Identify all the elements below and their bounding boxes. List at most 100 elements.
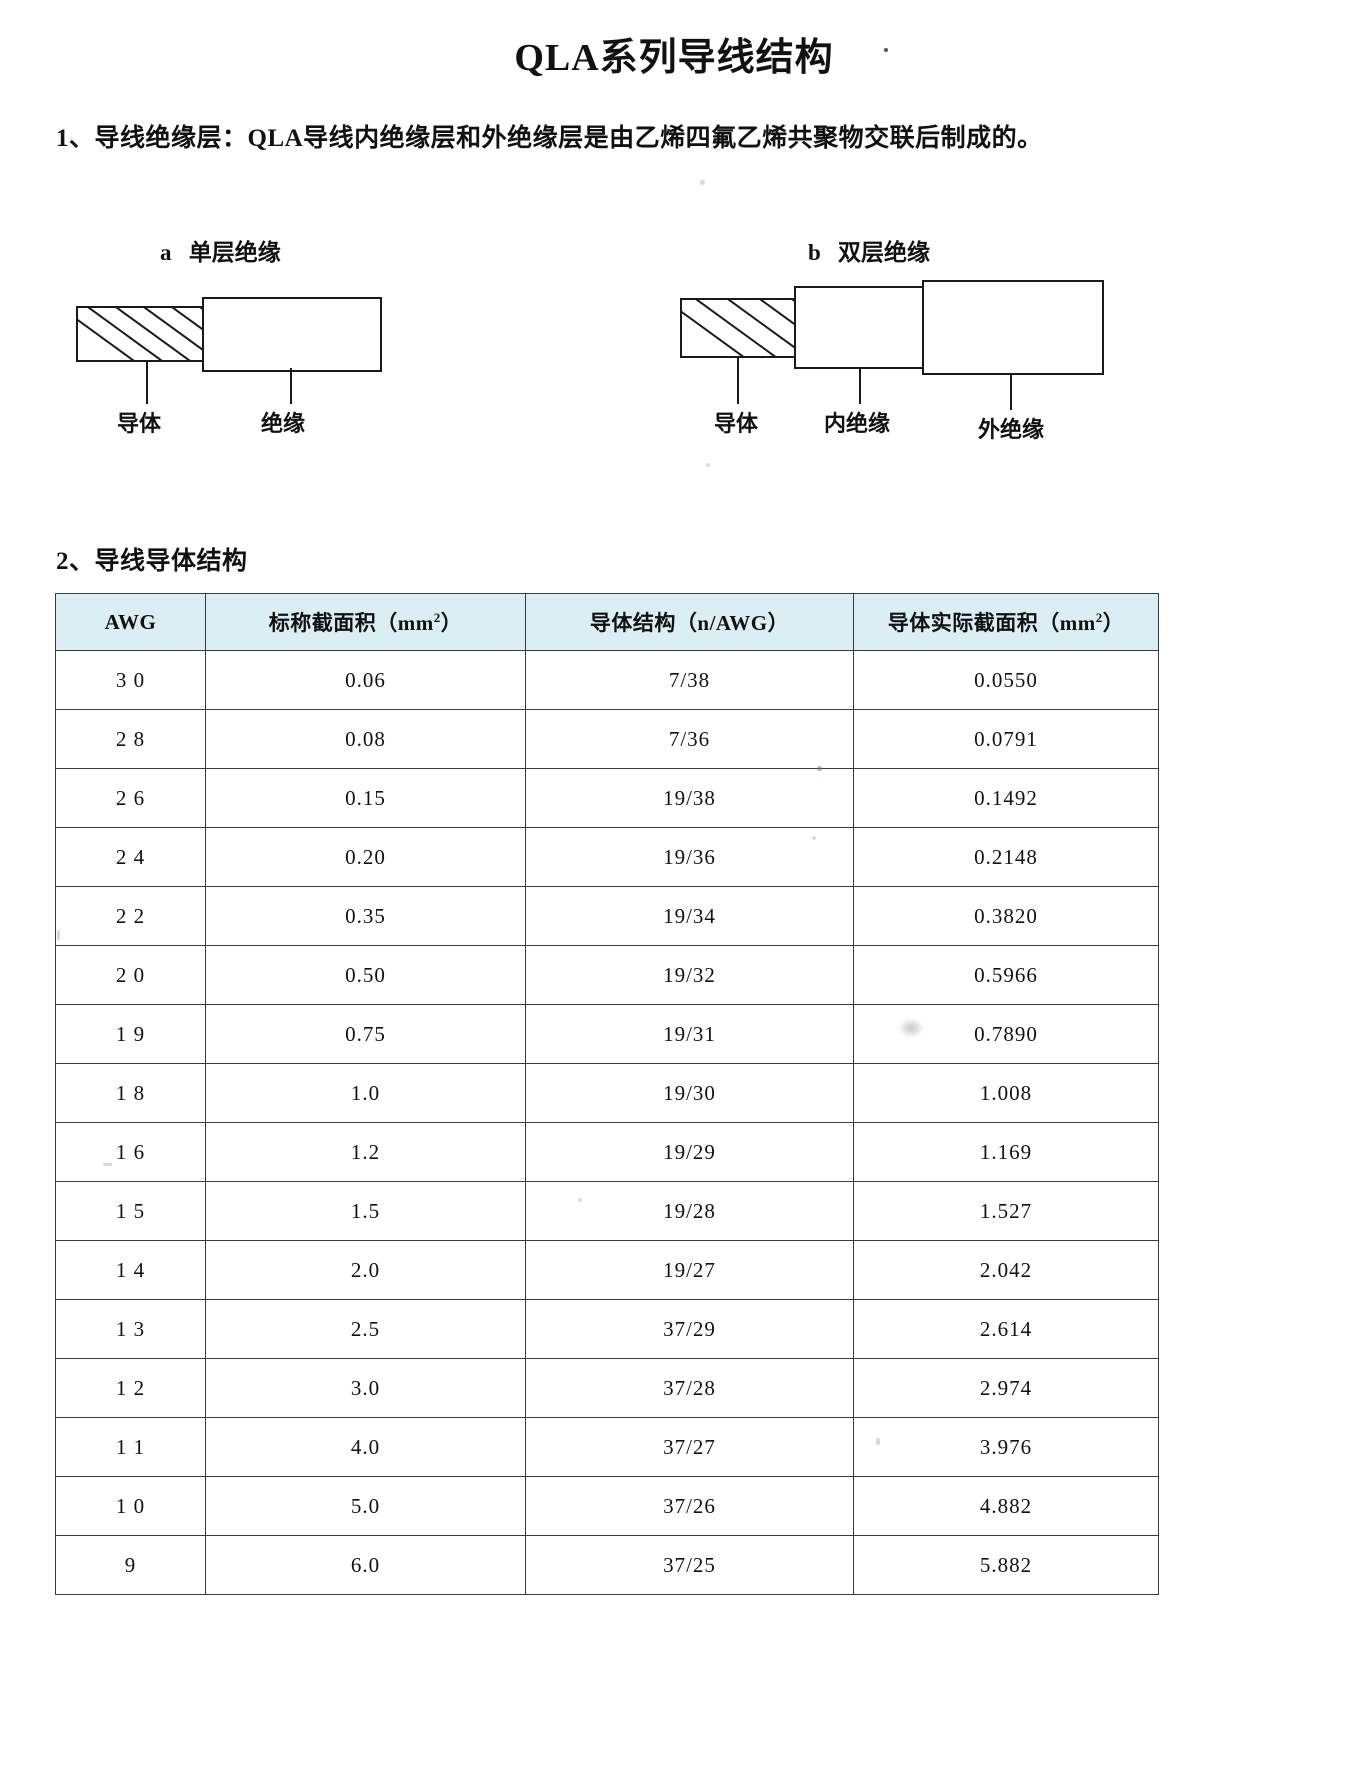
figure-a-caption: a 单层绝缘	[160, 233, 281, 267]
table-row: 1 4 2.0 19/27 2.042	[55, 1240, 1159, 1300]
leader-line-inner-insulation-b	[859, 367, 861, 404]
label-inner-insulation-b: 内绝缘	[824, 411, 891, 436]
scan-speck	[876, 1438, 880, 1445]
cell-structure: 19/31	[525, 1004, 854, 1064]
outer-insulation-block-b	[922, 280, 1104, 375]
column-header-actual-area: 导体实际截面积（mm2）	[853, 593, 1159, 651]
cell-nominal-area: 6.0	[205, 1535, 526, 1595]
table-row: 1 9 0.75 19/31 0.7890	[55, 1004, 1159, 1064]
section-2-heading: 2、导线导体结构	[56, 548, 248, 575]
cell-awg: 1 2	[55, 1358, 206, 1418]
scan-speck	[700, 180, 705, 185]
scan-speck	[706, 463, 710, 467]
superscript-2-actual: 2	[1095, 610, 1103, 625]
cell-awg: 9	[55, 1535, 206, 1595]
table-row: 2 6 0.15 19/38 0.1492	[55, 768, 1159, 828]
cell-awg: 2 4	[55, 827, 206, 887]
insulation-diagrams: a 单层绝缘 导体 绝缘 b 双层绝缘	[0, 200, 1348, 460]
table-row: 1 8 1.0 19/30 1.008	[55, 1063, 1159, 1123]
cell-awg: 1 6	[55, 1122, 206, 1182]
cell-actual-area: 2.614	[853, 1299, 1159, 1359]
cell-structure: 37/26	[525, 1476, 854, 1536]
label-conductor-b: 导体	[714, 411, 759, 436]
scan-smudge	[898, 1018, 924, 1038]
cell-actual-area: 5.882	[853, 1535, 1159, 1595]
scan-speck	[812, 836, 816, 840]
cell-nominal-area: 5.0	[205, 1476, 526, 1536]
cell-structure: 7/38	[525, 650, 854, 710]
scan-speck	[578, 1198, 582, 1202]
cell-actual-area: 0.1492	[853, 768, 1159, 828]
table-header-row: AWG 标称截面积（mm2） 导体结构（n/AWG） 导体实际截面积（mm2）	[55, 593, 1159, 651]
cell-nominal-area: 4.0	[205, 1417, 526, 1477]
cell-awg: 1 9	[55, 1004, 206, 1064]
label-outer-insulation-b: 外绝缘	[978, 417, 1045, 442]
cell-awg: 1 3	[55, 1299, 206, 1359]
leader-line-conductor-a	[146, 360, 148, 404]
table-row: 1 2 3.0 37/28 2.974	[55, 1358, 1159, 1418]
cell-nominal-area: 2.0	[205, 1240, 526, 1300]
column-header-nominal-area: 标称截面积（mm2）	[205, 593, 526, 651]
label-insulation-a: 绝缘	[261, 411, 306, 436]
cell-actual-area: 1.169	[853, 1122, 1159, 1182]
table-body: 3 0 0.06 7/38 0.0550 2 8 0.08 7/36 0.0791 2 6 0.1…	[55, 650, 1159, 1595]
figure-b-caption: b 双层绝缘	[808, 233, 930, 267]
table-row: 1 1 4.0 37/27 3.976	[55, 1417, 1159, 1477]
scan-speck	[103, 1163, 112, 1166]
column-header-structure: 导体结构（n/AWG）	[525, 593, 854, 651]
cell-awg: 2 0	[55, 945, 206, 1005]
column-header-actual-area-suffix: ）	[1102, 611, 1125, 635]
figure-a-letter: a	[160, 240, 172, 265]
cell-actual-area: 0.0791	[853, 709, 1159, 769]
table-row: 1 3 2.5 37/29 2.614	[55, 1299, 1159, 1359]
section-1-heading: 1、导线绝缘层：QLA导线内绝缘层和外绝缘层是由乙烯四氟乙烯共聚物交联后制成的。	[56, 125, 1043, 152]
cell-structure: 19/30	[525, 1063, 854, 1123]
scan-speck	[57, 930, 60, 940]
inner-insulation-block-b	[794, 286, 928, 369]
cell-structure: 37/27	[525, 1417, 854, 1477]
cell-awg: 1 8	[55, 1063, 206, 1123]
cell-structure: 37/28	[525, 1358, 854, 1418]
cell-nominal-area: 0.06	[205, 650, 526, 710]
cell-structure: 19/32	[525, 945, 854, 1005]
table-row: 2 0 0.50 19/32 0.5966	[55, 945, 1159, 1005]
table-row: 2 8 0.08 7/36 0.0791	[55, 709, 1159, 769]
cell-nominal-area: 0.75	[205, 1004, 526, 1064]
cell-nominal-area: 0.15	[205, 768, 526, 828]
cell-awg: 2 6	[55, 768, 206, 828]
cell-nominal-area: 0.20	[205, 827, 526, 887]
label-conductor-a: 导体	[117, 411, 162, 436]
conductor-hatch-a	[76, 306, 210, 362]
cell-nominal-area: 0.50	[205, 945, 526, 1005]
figure-a-text: 单层绝缘	[188, 240, 281, 265]
cell-actual-area: 0.5966	[853, 945, 1159, 1005]
cell-actual-area: 1.008	[853, 1063, 1159, 1123]
cell-structure: 37/25	[525, 1535, 854, 1595]
table-row: 2 4 0.20 19/36 0.2148	[55, 827, 1159, 887]
cell-awg: 2 2	[55, 886, 206, 946]
cell-structure: 19/28	[525, 1181, 854, 1241]
cell-actual-area: 2.974	[853, 1358, 1159, 1418]
figure-b-text: 双层绝缘	[838, 240, 931, 265]
cell-nominal-area: 0.35	[205, 886, 526, 946]
leader-line-outer-insulation-b	[1010, 373, 1012, 410]
cell-nominal-area: 0.08	[205, 709, 526, 769]
cell-structure: 7/36	[525, 709, 854, 769]
cell-actual-area: 2.042	[853, 1240, 1159, 1300]
table-row: 9 6.0 37/25 5.882	[55, 1535, 1159, 1595]
cell-actual-area: 1.527	[853, 1181, 1159, 1241]
column-header-awg: AWG	[55, 593, 206, 651]
cell-structure: 19/36	[525, 827, 854, 887]
scan-speck	[817, 766, 822, 771]
conductor-spec-table-wrap: AWG 标称截面积（mm2） 导体结构（n/AWG） 导体实际截面积（mm2） …	[55, 593, 1159, 1595]
cell-awg: 1 4	[55, 1240, 206, 1300]
column-header-nominal-area-text: 标称截面积（mm	[268, 611, 434, 635]
figure-b-letter: b	[808, 240, 821, 265]
table-row: 1 0 5.0 37/26 4.882	[55, 1476, 1159, 1536]
cell-actual-area: 3.976	[853, 1417, 1159, 1477]
cell-awg: 2 8	[55, 709, 206, 769]
column-header-actual-area-text: 导体实际截面积（mm	[887, 611, 1096, 635]
cell-nominal-area: 1.0	[205, 1063, 526, 1123]
table-row: 2 2 0.35 19/34 0.3820	[55, 886, 1159, 946]
